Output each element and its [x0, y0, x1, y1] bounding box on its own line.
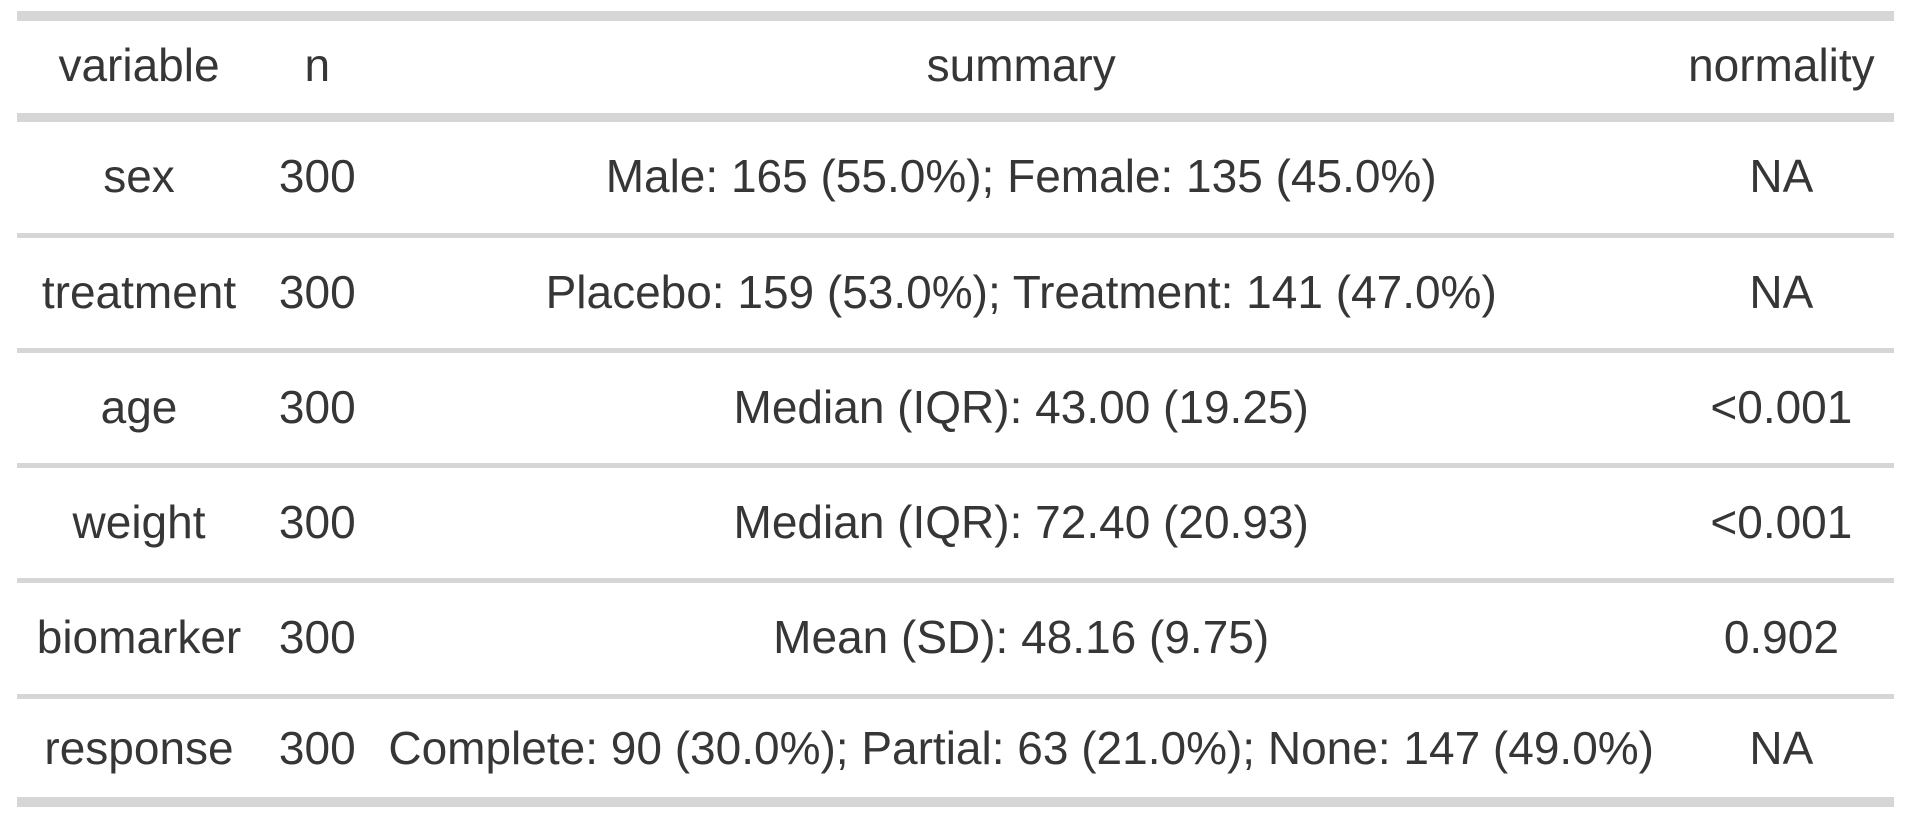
table-header-row: variable n summary normality — [17, 11, 1894, 123]
table-row: response 300 Complete: 90 (30.0%); Parti… — [17, 696, 1894, 807]
table-row: sex 300 Male: 165 (55.0%); Female: 135 (… — [17, 117, 1894, 238]
cell-normality: NA — [1668, 117, 1894, 238]
cell-n: 300 — [261, 117, 374, 238]
cell-summary: Male: 165 (55.0%); Female: 135 (45.0%) — [373, 117, 1669, 238]
cell-n: 300 — [261, 465, 374, 584]
cell-normality: NA — [1668, 696, 1894, 807]
column-header-n: n — [261, 11, 374, 123]
cell-summary: Complete: 90 (30.0%); Partial: 63 (21.0%… — [373, 696, 1669, 807]
cell-n: 300 — [261, 350, 374, 469]
cell-n: 300 — [261, 580, 374, 699]
column-header-variable: variable — [17, 11, 261, 123]
cell-n: 300 — [261, 235, 374, 353]
cell-normality: NA — [1668, 235, 1894, 353]
summary-statistics-table: variable n summary normality sex 300 Mal… — [17, 11, 1894, 807]
cell-summary: Median (IQR): 72.40 (20.93) — [373, 465, 1669, 584]
cell-normality: <0.001 — [1668, 350, 1894, 469]
cell-variable: weight — [17, 465, 261, 584]
cell-variable: treatment — [17, 235, 261, 353]
cell-normality: <0.001 — [1668, 465, 1894, 584]
column-header-normality: normality — [1668, 11, 1894, 123]
cell-n: 300 — [261, 696, 374, 807]
cell-variable: age — [17, 350, 261, 469]
table-row: weight 300 Median (IQR): 72.40 (20.93) <… — [17, 465, 1894, 584]
cell-variable: sex — [17, 117, 261, 238]
cell-summary: Median (IQR): 43.00 (19.25) — [373, 350, 1669, 469]
table-row: age 300 Median (IQR): 43.00 (19.25) <0.0… — [17, 350, 1894, 469]
table-row: treatment 300 Placebo: 159 (53.0%); Trea… — [17, 235, 1894, 353]
cell-variable: biomarker — [17, 580, 261, 699]
table-row: biomarker 300 Mean (SD): 48.16 (9.75) 0.… — [17, 580, 1894, 699]
column-header-summary: summary — [373, 11, 1669, 123]
cell-normality: 0.902 — [1668, 580, 1894, 699]
cell-summary: Placebo: 159 (53.0%); Treatment: 141 (47… — [373, 235, 1669, 353]
cell-summary: Mean (SD): 48.16 (9.75) — [373, 580, 1669, 699]
cell-variable: response — [17, 696, 261, 807]
